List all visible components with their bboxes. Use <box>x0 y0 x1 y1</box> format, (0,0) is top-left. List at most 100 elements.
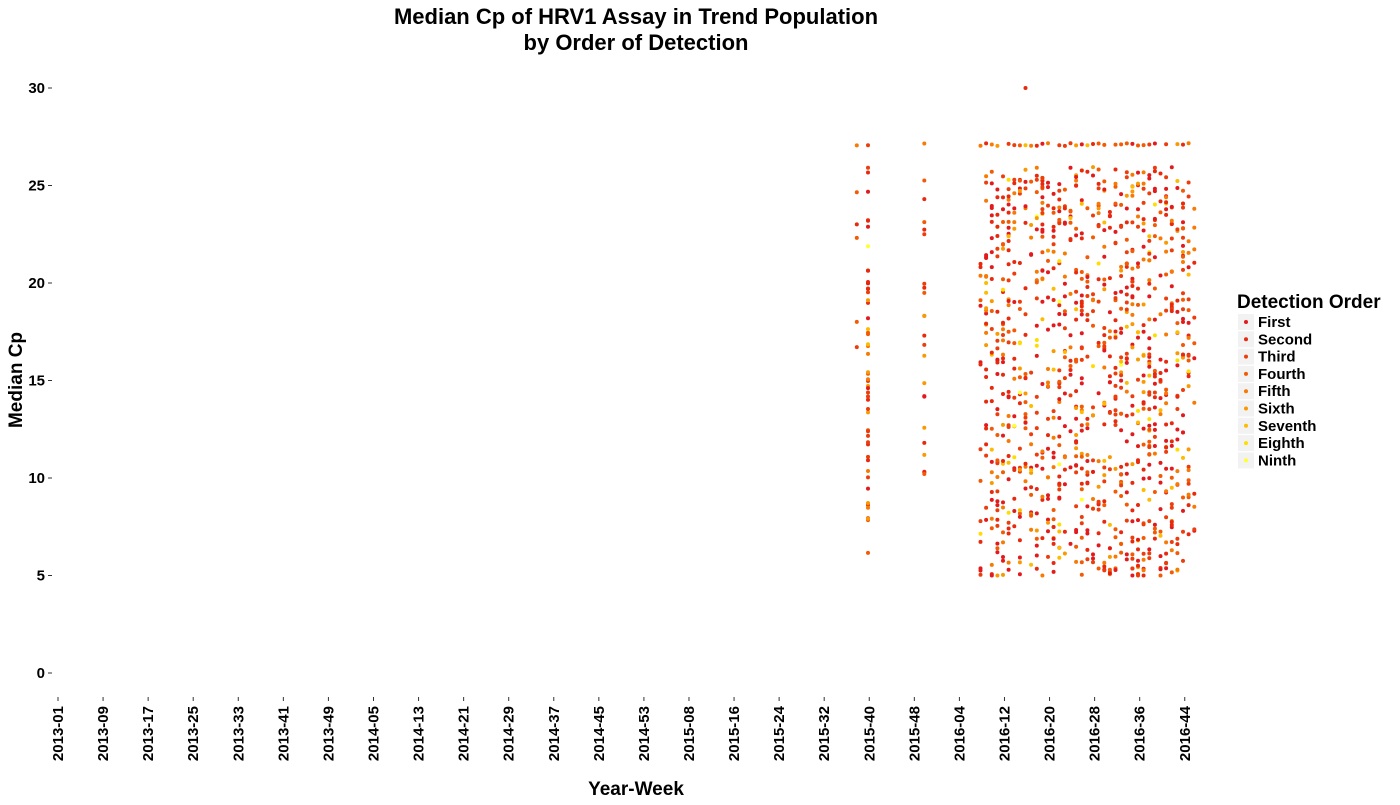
data-point <box>1034 343 1039 348</box>
data-point <box>1046 384 1050 388</box>
data-point <box>1169 302 1174 307</box>
data-point <box>1164 332 1169 337</box>
data-point <box>1169 520 1174 524</box>
data-point <box>854 345 859 350</box>
data-point <box>1040 211 1045 215</box>
data-point <box>1169 505 1174 510</box>
data-point <box>1136 264 1140 269</box>
data-point <box>1141 200 1146 205</box>
data-point <box>1040 317 1045 322</box>
data-point <box>1012 509 1017 513</box>
data-point <box>1006 316 1011 321</box>
data-point <box>1152 451 1157 456</box>
data-point <box>1141 442 1146 447</box>
data-point <box>989 142 994 147</box>
data-point <box>1147 173 1152 178</box>
legend-key <box>1244 354 1248 359</box>
data-point <box>1091 309 1095 314</box>
data-point <box>1023 415 1028 420</box>
data-point <box>1068 333 1073 338</box>
data-point <box>1175 551 1180 556</box>
data-point <box>1181 226 1185 231</box>
data-point <box>995 546 1000 551</box>
data-point <box>1136 444 1140 449</box>
data-point <box>995 458 1000 463</box>
data-point <box>1029 252 1034 257</box>
data-point <box>1102 340 1107 345</box>
data-point <box>1046 185 1050 190</box>
data-point <box>866 244 870 249</box>
data-point <box>1141 181 1146 186</box>
data-point <box>1034 269 1039 274</box>
data-point <box>1085 470 1090 475</box>
data-point <box>1113 365 1118 370</box>
data-point <box>1136 170 1140 175</box>
data-point <box>1107 213 1112 218</box>
data-point <box>995 475 1000 479</box>
data-point <box>1119 192 1124 197</box>
data-point <box>922 281 927 286</box>
data-point <box>1091 552 1095 557</box>
data-point <box>989 277 994 281</box>
data-point <box>866 475 870 480</box>
data-point <box>866 454 870 459</box>
data-point <box>1158 507 1163 512</box>
data-point <box>989 213 994 218</box>
data-point <box>1147 278 1152 283</box>
data-point <box>1057 522 1062 527</box>
data-point <box>1181 430 1185 435</box>
x-tick-label: 2015-40 <box>861 706 878 761</box>
data-point <box>995 195 1000 200</box>
data-point <box>1124 141 1129 146</box>
data-point <box>1152 422 1157 427</box>
data-point <box>1051 266 1056 271</box>
data-point <box>1085 557 1090 562</box>
data-point <box>1102 228 1107 233</box>
data-point <box>854 190 859 195</box>
data-point <box>1034 296 1039 301</box>
data-point <box>1079 357 1084 362</box>
data-point <box>1130 220 1135 225</box>
data-point <box>1034 487 1039 491</box>
data-point <box>1062 355 1067 360</box>
data-point <box>1141 426 1146 431</box>
data-point <box>1085 416 1090 421</box>
data-point <box>922 333 927 338</box>
legend-key <box>1244 458 1248 463</box>
data-point <box>1029 442 1034 447</box>
data-point <box>1001 372 1005 377</box>
y-tick-label: 30 <box>28 80 45 97</box>
data-point <box>1001 500 1005 505</box>
data-point <box>1085 206 1090 211</box>
data-point <box>1175 482 1180 487</box>
data-point <box>1001 327 1005 332</box>
data-point <box>1057 259 1062 264</box>
data-point <box>1113 371 1118 376</box>
data-point <box>1006 210 1011 215</box>
data-point <box>1001 433 1005 438</box>
data-point <box>1051 286 1056 291</box>
data-point <box>1141 476 1146 481</box>
data-point <box>1057 443 1062 448</box>
data-point <box>866 298 870 303</box>
data-point <box>1124 557 1129 562</box>
data-point <box>989 181 994 186</box>
legend: Detection Order FirstSecondThirdFourthFi… <box>1237 292 1381 469</box>
data-point <box>1006 394 1011 399</box>
data-point <box>1164 240 1169 245</box>
data-point <box>1034 190 1039 195</box>
data-point <box>1130 535 1135 540</box>
data-point <box>1046 446 1050 451</box>
data-point <box>1141 536 1146 540</box>
data-point <box>1164 359 1169 364</box>
data-point <box>1107 554 1112 559</box>
data-point <box>1057 385 1062 390</box>
data-point <box>1006 510 1011 515</box>
data-point <box>1113 335 1118 340</box>
data-point <box>1062 251 1067 256</box>
data-point <box>1046 517 1050 522</box>
data-point <box>1057 368 1062 373</box>
data-point <box>1023 220 1028 225</box>
data-point <box>1051 415 1056 420</box>
data-point <box>984 174 989 179</box>
